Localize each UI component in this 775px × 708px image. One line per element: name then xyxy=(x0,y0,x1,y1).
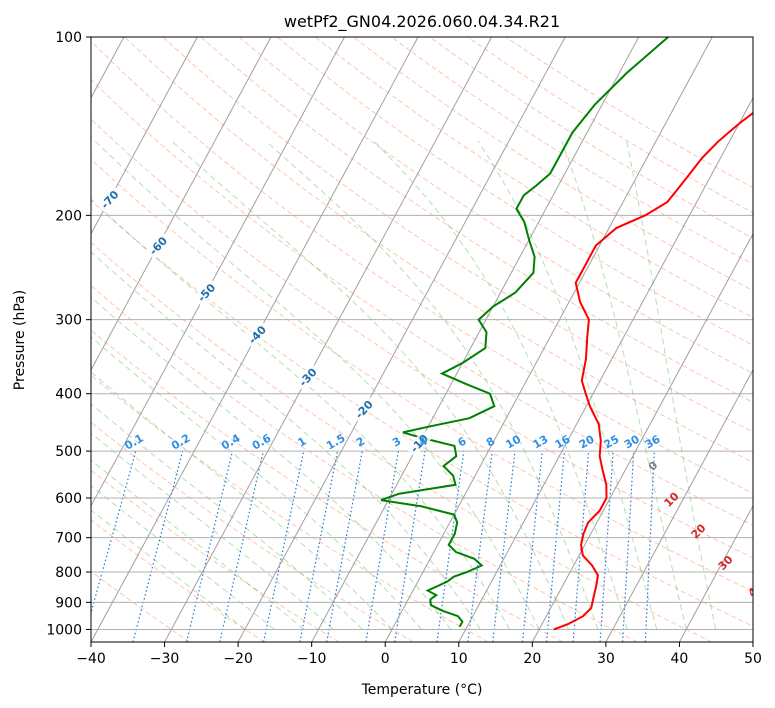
dry-adiabat-line xyxy=(91,329,563,642)
isotherm-line xyxy=(311,37,640,642)
plot-area: -100-90-80-70-60-50-40-30-20-10 0.10.20.… xyxy=(91,37,765,642)
isotherm-line xyxy=(458,96,753,642)
x-tick-label: −40 xyxy=(76,651,106,667)
isotherm-line xyxy=(531,232,753,642)
mixing-ratio-line xyxy=(467,451,493,642)
y-tick-label: 400 xyxy=(55,387,82,403)
moist-adiabat-line xyxy=(91,484,275,630)
dry-adiabat-line xyxy=(91,519,265,642)
isotherm-label-background xyxy=(96,185,123,214)
isobar-grid xyxy=(91,37,753,630)
moist-adiabat-line xyxy=(91,336,422,630)
y-tick-label: 700 xyxy=(55,531,82,547)
x-tick-label: −30 xyxy=(150,651,180,667)
y-tick-label: 900 xyxy=(55,595,82,611)
dry-adiabat-line xyxy=(276,37,753,346)
isotherm-line xyxy=(91,37,198,235)
isotherm-line xyxy=(605,368,753,642)
x-tick-label: −10 xyxy=(297,651,327,667)
isotherm-line xyxy=(678,504,753,642)
y-axis-ticks: 100 200 300 400 500 600 700 800 900 1000 xyxy=(46,30,91,638)
x-tick-label: 20 xyxy=(523,651,541,667)
x-tick-label: 50 xyxy=(744,651,762,667)
isotherm-label-background xyxy=(405,429,433,457)
mixing-ratio-line xyxy=(326,450,363,642)
mixing-ratio-line xyxy=(394,451,426,642)
y-axis-label: Pressure (hPa) xyxy=(12,290,28,390)
isotherm-label-background xyxy=(243,321,271,349)
y-tick-label: 1000 xyxy=(46,622,82,638)
mixing-ratio-line xyxy=(132,450,184,642)
y-tick-label: 800 xyxy=(55,565,82,581)
dewpoint-series-line xyxy=(380,37,669,628)
dry-adiabat-line xyxy=(91,40,753,494)
isotherm-label-background xyxy=(144,232,172,260)
isotherm-line xyxy=(237,37,566,642)
moist-adiabat-line xyxy=(91,251,481,630)
y-tick-label: 100 xyxy=(55,30,82,46)
isotherm-label-background xyxy=(294,363,322,391)
y-tick-label: 200 xyxy=(55,208,82,224)
dry-adiabat-line xyxy=(91,199,753,627)
mixing-ratio-line xyxy=(365,450,399,642)
isotherm-line xyxy=(164,37,493,642)
dry-adiabat-line xyxy=(91,469,340,642)
dry-adiabat-line xyxy=(124,37,753,463)
temperature-series-line xyxy=(553,111,753,631)
mixing-ratio-line xyxy=(219,450,264,642)
mixing-ratio-line xyxy=(299,450,339,642)
x-tick-label: 30 xyxy=(597,651,615,667)
dry-adiabat-line xyxy=(238,37,753,375)
isotherm-label-background xyxy=(193,278,220,307)
moist-adiabat-line xyxy=(265,140,599,630)
moist-adiabat-line xyxy=(561,141,687,630)
x-tick-label: 40 xyxy=(671,651,689,667)
x-tick-label: 10 xyxy=(450,651,468,667)
dry-adiabat-line xyxy=(91,285,638,642)
mixing-ratio-line xyxy=(492,451,516,642)
dry-adiabat-line xyxy=(91,241,713,642)
isotherm-grid xyxy=(91,37,753,642)
isotherm-label-background xyxy=(350,395,378,423)
moist-adiabat-line xyxy=(91,459,305,630)
dry-adiabat-line xyxy=(314,37,753,319)
dry-adiabat-line xyxy=(91,570,190,642)
x-axis-ticks: −40 −30 −20 −10 0 10 20 30 40 50 xyxy=(76,642,762,667)
isotherm-line xyxy=(91,37,345,507)
moist-adiabat-line xyxy=(91,403,363,630)
moist-adiabat-line xyxy=(373,140,628,630)
chart-title: wetPf2_GN04.2026.060.04.34.R21 xyxy=(284,12,560,32)
y-tick-label: 300 xyxy=(55,313,82,329)
moist-adiabat-line xyxy=(91,371,393,630)
dry-adiabat-line xyxy=(353,37,753,292)
moist-adiabat-line xyxy=(91,509,246,630)
mixing-ratio-line xyxy=(91,450,137,615)
x-tick-label: −20 xyxy=(223,651,253,667)
x-tick-label: 0 xyxy=(381,651,390,667)
moist-adiabat-line xyxy=(91,432,334,630)
mixing-ratio-line xyxy=(186,450,234,642)
mixing-ratio-line xyxy=(262,450,305,642)
isotherm-line xyxy=(384,37,713,642)
x-axis-label: Temperature (°C) xyxy=(361,682,483,698)
dry-adiabat-line xyxy=(91,158,753,593)
plot-frame xyxy=(90,36,754,643)
moist-adiabat-line xyxy=(91,296,452,630)
isotherm-line xyxy=(91,37,272,371)
y-tick-label: 600 xyxy=(55,491,82,507)
dry-adiabat-line xyxy=(91,374,489,642)
dry-adiabat-line xyxy=(162,37,753,433)
moist-adiabat-line xyxy=(94,140,540,630)
y-tick-label: 500 xyxy=(55,444,82,460)
moist-adiabat-label: 40 xyxy=(745,579,765,599)
